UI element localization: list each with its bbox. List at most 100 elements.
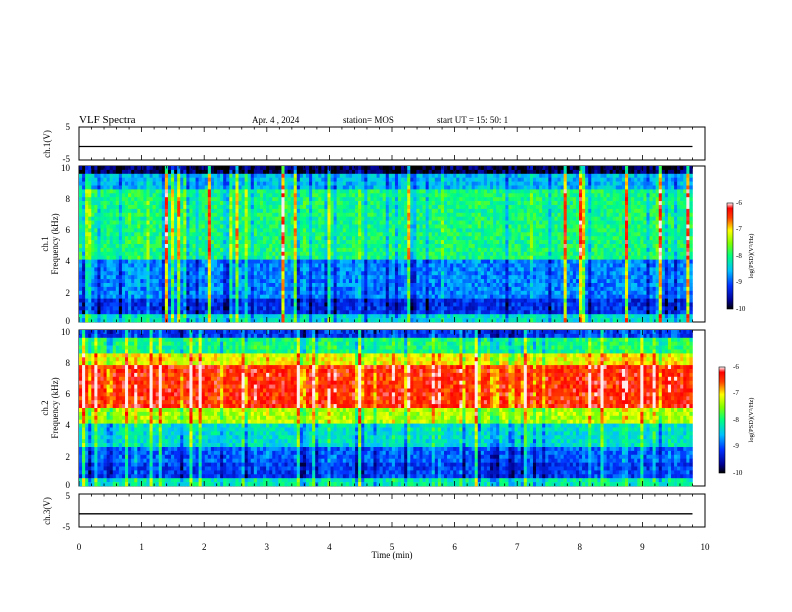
spectrogram-cell <box>545 217 548 221</box>
spectrogram-cell <box>91 228 94 232</box>
spectrogram-cell <box>211 201 214 205</box>
spectrogram-cell <box>254 201 257 205</box>
spectrogram-cell <box>186 209 189 213</box>
spectrogram-cell <box>377 170 380 174</box>
spectrogram-cell <box>275 193 278 197</box>
spectrogram-cell <box>499 252 502 256</box>
spectrogram-cell <box>416 217 419 221</box>
spectrogram-cell <box>653 182 656 186</box>
spectrogram-cell <box>597 221 600 225</box>
spectrogram-cell <box>512 217 515 221</box>
spectrogram-cell <box>150 209 153 213</box>
spectrogram-cell <box>650 189 653 193</box>
spectrogram-cell <box>294 189 297 193</box>
spectrogram-cell <box>309 213 312 217</box>
spectrogram-cell <box>318 232 321 236</box>
spectrogram-cell <box>607 252 610 256</box>
spectrogram-cell <box>558 166 561 170</box>
spectrogram-cell <box>85 225 88 229</box>
spectrogram-cell <box>395 197 398 201</box>
spectrogram-cell <box>125 240 128 244</box>
spectrogram-cell <box>281 186 284 190</box>
spectrogram-cell <box>530 166 533 170</box>
spectrogram-cell <box>331 182 334 186</box>
spectrogram-cell <box>389 174 392 178</box>
spectrogram-cell <box>432 228 435 232</box>
spectrogram-cell <box>622 228 625 232</box>
spectrogram-cell <box>91 197 94 201</box>
spectrogram-cell <box>631 217 634 221</box>
spectrogram-cell <box>377 193 380 197</box>
spectrogram-cell <box>508 244 511 248</box>
spectrogram-cell <box>542 170 545 174</box>
spectrogram-cell <box>545 170 548 174</box>
spectrogram-cell <box>634 209 637 213</box>
spectrogram-cell <box>300 189 303 193</box>
spectrogram-cell <box>423 197 426 201</box>
spectrogram-cell <box>646 205 649 209</box>
spectrogram-cell <box>321 182 324 186</box>
spectrogram-cell <box>306 178 309 182</box>
spectrogram-cell <box>634 205 637 209</box>
spectrogram-cell <box>82 170 85 174</box>
spectrogram-cell <box>585 193 588 197</box>
spectrogram-cell <box>419 189 422 193</box>
spectrogram-cell <box>116 217 119 221</box>
spectrogram-cell <box>177 217 180 221</box>
spectrogram-cell <box>199 256 202 260</box>
spectrogram-cell <box>324 174 327 178</box>
spectrogram-cell <box>217 221 220 225</box>
spectrogram-cell <box>607 228 610 232</box>
spectrogram-cell <box>487 197 490 201</box>
spectrogram-cell <box>558 221 561 225</box>
spectrogram-cell <box>285 201 288 205</box>
spectrogram-cell <box>392 178 395 182</box>
spectrogram-cell <box>134 252 137 256</box>
spectrogram-cell <box>530 182 533 186</box>
spectrogram-cell <box>413 209 416 213</box>
spectrogram-cell <box>453 197 456 201</box>
spectrogram-cell <box>199 232 202 236</box>
spectrogram-cell <box>352 193 355 197</box>
spectrogram-cell <box>518 166 521 170</box>
spectrogram-cell <box>137 166 140 170</box>
spectrogram-cell <box>294 252 297 256</box>
spectrogram-cell <box>392 197 395 201</box>
spectrogram-cell <box>407 178 410 182</box>
spectrogram-cell <box>607 232 610 236</box>
spectrogram-cell <box>340 221 343 225</box>
spectrogram-cell <box>585 209 588 213</box>
spectrogram-cell <box>671 170 674 174</box>
spectrogram-cell <box>370 244 373 248</box>
spectrogram-cell <box>278 228 281 232</box>
spectrogram-cell <box>613 228 616 232</box>
spectrogram-cell <box>300 186 303 190</box>
spectrogram-cell <box>226 232 229 236</box>
spectrogram-cell <box>220 228 223 232</box>
spectrogram-cell <box>331 252 334 256</box>
spectrogram-cell <box>515 193 518 197</box>
spectrogram-cell <box>410 166 413 170</box>
spectrogram-cell <box>168 260 171 264</box>
spectrogram-cell <box>312 221 315 225</box>
spectrogram-cell <box>125 248 128 252</box>
spectrogram-cell <box>91 186 94 190</box>
spectrogram-cell <box>174 256 177 260</box>
spectrogram-cell <box>650 182 653 186</box>
spectrogram-cell <box>407 174 410 178</box>
spectrogram-cell <box>597 240 600 244</box>
spectrogram-cell <box>337 178 340 182</box>
spectrogram-cell <box>533 228 536 232</box>
spectrogram-cell <box>404 193 407 197</box>
spectrogram-cell <box>689 228 692 232</box>
spectrogram-cell <box>370 228 373 232</box>
spectrogram-cell <box>226 217 229 221</box>
spectrogram-cell <box>318 244 321 248</box>
spectrogram-cell <box>251 182 254 186</box>
spectrogram-cell <box>392 248 395 252</box>
spectrogram-cell <box>153 209 156 213</box>
spectrogram-cell <box>165 240 168 244</box>
spectrogram-cell <box>205 182 208 186</box>
spectrogram-cell <box>174 174 177 178</box>
spectrogram-cell <box>245 182 248 186</box>
